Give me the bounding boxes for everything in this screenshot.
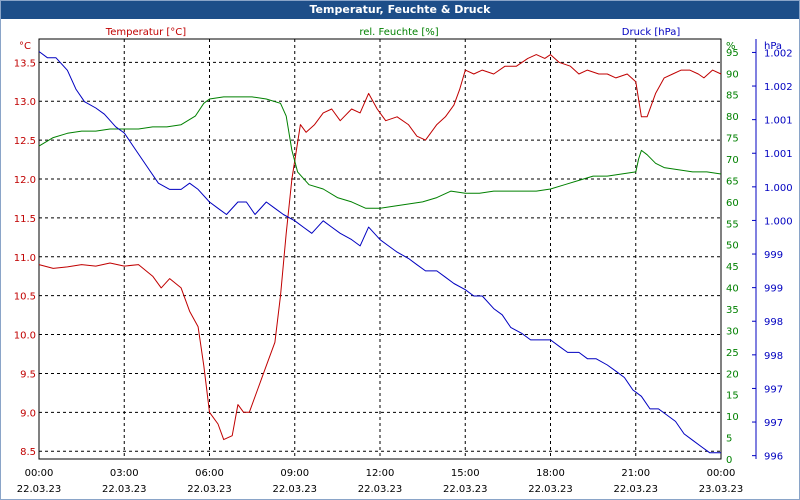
temperature-tick-label: 12.5 <box>14 136 36 147</box>
humidity-tick-label: 60 <box>726 198 739 209</box>
temperature-tick-label: 11.5 <box>14 214 36 225</box>
pressure-tick-label: 999 <box>764 284 783 295</box>
humidity-tick-label: 5 <box>726 434 732 445</box>
humidity-tick-label: 70 <box>726 155 739 166</box>
chart-title: Temperatur, Feuchte & Druck <box>1 1 799 19</box>
temperature-series-line <box>38 54 722 441</box>
series-layer <box>38 51 722 454</box>
humidity-tick-label: 75 <box>726 134 739 145</box>
time-axis: 00:00 22.03.23 03:00 22.03.23 06:00 22.03.23 0… <box>17 468 744 495</box>
pressure-tick-label: 997 <box>764 418 783 429</box>
x-tick-date: 22.03.23 <box>272 484 317 495</box>
pressure-tick-label: 1.002 <box>764 48 793 59</box>
temperature-axis-title: Temperatur [°C] <box>105 27 186 38</box>
humidity-axis: 0 5 10 15 20 25 30 35 40 45 50 55 60 65 70 75 80 85 90 95% <box>726 41 739 466</box>
pressure-tick-label: 1.000 <box>764 216 793 227</box>
humidity-tick-label: 10 <box>726 412 739 423</box>
pressure-tick-label: 999 <box>764 250 783 261</box>
pressure-tick-label: 997 <box>764 384 783 395</box>
humidity-series-line <box>38 96 722 209</box>
pressure-series-line <box>38 51 721 454</box>
x-tick-date: 22.03.23 <box>443 484 488 495</box>
humidity-unit: % <box>726 41 736 52</box>
x-tick-time: 18:00 <box>536 468 565 479</box>
x-tick-time: 12:00 <box>366 468 395 479</box>
humidity-tick-label: 55 <box>726 219 739 230</box>
x-tick-time: 15:00 <box>451 468 480 479</box>
humidity-tick-label: 90 <box>726 69 739 80</box>
x-tick-date: 22.03.23 <box>187 484 232 495</box>
pressure-unit: hPa <box>764 41 782 52</box>
x-tick-time: 00:00 <box>707 468 736 479</box>
temperature-tick-label: 10.5 <box>14 292 36 303</box>
x-tick-time: 09:00 <box>280 468 309 479</box>
pressure-tick-label: 996 <box>764 452 783 463</box>
temperature-tick-label: 12.0 <box>14 175 36 186</box>
x-tick-time: 00:00 <box>25 468 54 479</box>
pressure-axis: 996 997 997 998 998 999 999 1.000 1.000 1.001 1.00… <box>752 39 793 463</box>
humidity-tick-label: 95 <box>726 48 739 59</box>
x-tick-time: 06:00 <box>195 468 224 479</box>
humidity-tick-label: 15 <box>726 391 739 402</box>
humidity-tick-label: 45 <box>726 262 739 273</box>
temperature-tick-label: 13.5 <box>14 58 36 69</box>
pressure-axis-title: Druck [hPa] <box>622 27 681 38</box>
x-tick-date: 23.03.23 <box>699 484 744 495</box>
temperature-tick-label: 11.0 <box>14 253 36 264</box>
humidity-tick-label: 50 <box>726 241 739 252</box>
x-tick-date: 22.03.23 <box>528 484 573 495</box>
x-tick-time: 03:00 <box>110 468 139 479</box>
humidity-tick-label: 35 <box>726 305 739 316</box>
humidity-tick-label: 20 <box>726 369 739 380</box>
pressure-tick-label: 1.001 <box>764 149 793 160</box>
x-tick-date: 22.03.23 <box>17 484 62 495</box>
humidity-tick-label: 40 <box>726 284 739 295</box>
x-tick-time: 21:00 <box>621 468 650 479</box>
humidity-tick-label: 0 <box>726 455 732 466</box>
pressure-tick-label: 1.001 <box>764 116 793 127</box>
grid-lines <box>39 39 721 459</box>
temperature-tick-label: 13.0 <box>14 97 36 108</box>
x-tick-date: 22.03.23 <box>358 484 403 495</box>
temperature-unit: °C <box>19 41 31 52</box>
temperature-tick-label: 10.0 <box>14 331 36 342</box>
temperature-tick-label: 9.0 <box>20 408 36 419</box>
axis-titles: Temperatur [°C] rel. Feuchte [%] Druck [hP… <box>105 27 681 38</box>
humidity-tick-label: 25 <box>726 348 739 359</box>
pressure-tick-label: 1.000 <box>764 183 793 194</box>
pressure-tick-label: 998 <box>764 351 783 362</box>
humidity-axis-title: rel. Feuchte [%] <box>359 27 438 38</box>
temperature-axis: 8.5 9.0 9.5 10.0 10.5 11.0 11.5 12.0 12.5 13.0 13.… <box>14 41 36 458</box>
humidity-tick-label: 85 <box>726 91 739 102</box>
x-tick-date: 22.03.23 <box>102 484 147 495</box>
humidity-tick-label: 65 <box>726 176 739 187</box>
temperature-tick-label: 9.5 <box>20 369 36 380</box>
humidity-tick-label: 80 <box>726 112 739 123</box>
x-tick-date: 22.03.23 <box>613 484 658 495</box>
pressure-tick-label: 998 <box>764 317 783 328</box>
temperature-tick-label: 8.5 <box>20 447 36 458</box>
humidity-tick-label: 30 <box>726 326 739 337</box>
pressure-tick-label: 1.002 <box>764 82 793 93</box>
